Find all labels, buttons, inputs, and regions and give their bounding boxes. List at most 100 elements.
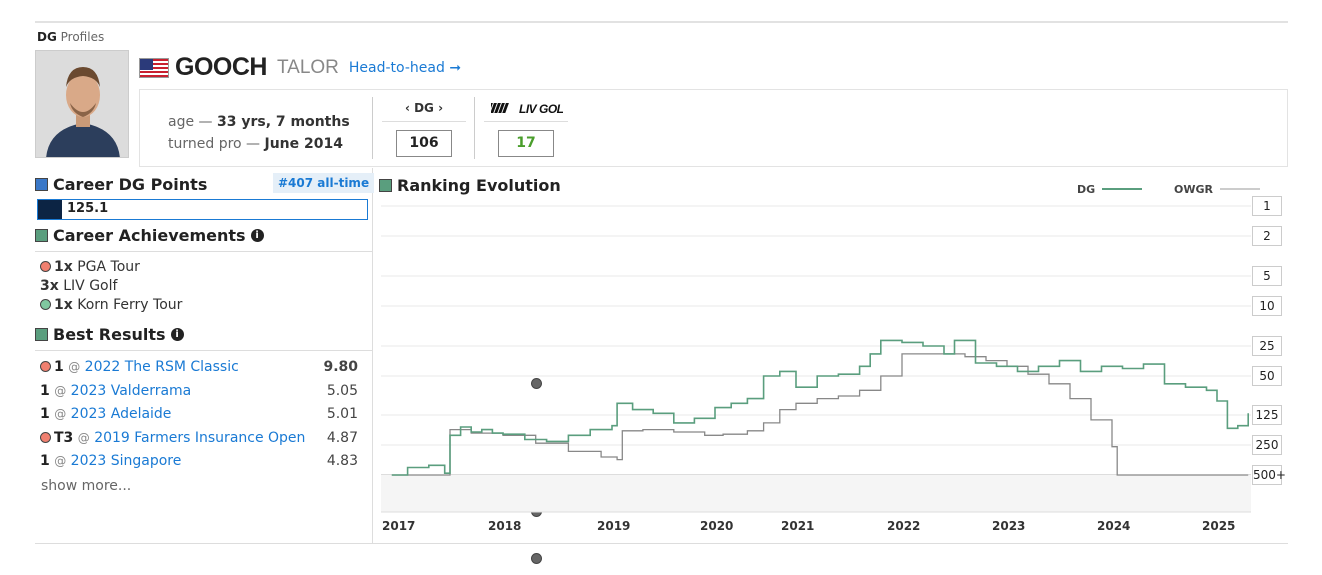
result-row: 1 @ 2023 Valderrama 5.05	[40, 382, 542, 494]
at-symbol: @	[54, 383, 67, 398]
brand-breadcrumb[interactable]: DG Profiles	[37, 30, 104, 44]
all-time-rank-badge[interactable]: #407 all-time	[273, 173, 375, 193]
legend-owgr-line	[1220, 188, 1260, 190]
achievement-item: 3x LIV Golf	[40, 278, 542, 389]
result-event-link[interactable]: 2022 The RSM Classic	[84, 359, 239, 375]
player-first-name: TALOR	[276, 56, 339, 78]
kft-tour-dot-icon	[40, 299, 51, 310]
result-event-link[interactable]: 2019 Farmers Insurance Open	[94, 429, 306, 446]
liv-rank-value: 17	[498, 130, 554, 157]
result-finish: 1	[40, 453, 50, 469]
result-event-link[interactable]: 2023 Valderrama	[70, 382, 192, 399]
liv-tour-dot-icon	[531, 553, 542, 564]
section-divider	[35, 350, 372, 351]
achievements-title-text: Career Achievements	[53, 226, 246, 245]
at-symbol: @	[54, 454, 67, 468]
green-square-icon	[379, 179, 392, 192]
info-divider	[474, 97, 475, 159]
head-to-head-link[interactable]: Head-to-head ➞	[348, 59, 462, 76]
left-panel	[35, 168, 373, 543]
y-tick-label: 10	[1252, 296, 1282, 316]
dg-rank-value: 106	[396, 130, 452, 157]
y-tick-label: 50	[1252, 366, 1282, 386]
x-tick-label: 2025	[1202, 519, 1236, 533]
achievement-item: 1x Korn Ferry Tour	[40, 297, 182, 313]
y-tick-label: 500+	[1252, 465, 1286, 485]
brand-rest: Profiles	[60, 30, 105, 44]
info-divider	[372, 97, 373, 159]
x-tick-label: 2020	[700, 519, 734, 533]
legend-owgr-label: OWGR	[1174, 183, 1213, 196]
achievement-tour: LIV Golf	[63, 278, 118, 294]
y-tick-label: 1	[1252, 196, 1282, 216]
at-symbol: @	[77, 430, 90, 445]
blue-square-icon	[35, 178, 48, 191]
result-event-link[interactable]: 2023 Singapore	[70, 453, 182, 469]
section-divider	[35, 251, 372, 252]
achievement-count: 3x	[40, 278, 59, 294]
at-symbol: @	[54, 407, 67, 421]
result-finish: 1	[40, 382, 50, 399]
career-points-bar-fill	[38, 200, 62, 219]
legend-dg-line	[1102, 188, 1142, 190]
green-square-icon	[35, 229, 48, 242]
career-points-title: Career DG Points	[35, 175, 207, 194]
rank-header-underline	[382, 121, 466, 122]
player-photo	[35, 50, 129, 158]
result-score: 9.80	[323, 359, 358, 375]
pga-tour-dot-icon	[40, 431, 51, 443]
pga-tour-dot-icon	[40, 361, 51, 372]
career-points-value: 125.1	[67, 201, 109, 216]
achievement-tour: PGA Tour	[77, 259, 140, 275]
achievement-count: 1x	[54, 259, 73, 275]
x-tick-label: 2019	[597, 519, 631, 533]
result-finish: T3	[54, 429, 74, 446]
result-row: 1 @ 2022 The RSM Classic 9.80	[40, 359, 358, 375]
ranking-evolution-title: Ranking Evolution	[379, 176, 561, 195]
y-tick-label: 125	[1252, 405, 1282, 425]
age-text: age — 33 yrs, 7 months	[168, 114, 350, 130]
player-name-row: GOOCH TALOR Head-to-head ➞	[139, 53, 461, 82]
best-results-title: Best Results i	[35, 325, 184, 344]
x-tick-label: 2022	[887, 519, 921, 533]
x-tick-label: 2021	[781, 519, 815, 533]
result-row: 1 @ 2023 Singapore 4.83	[40, 453, 542, 564]
y-tick-label: 25	[1252, 336, 1282, 356]
turned-pro-value: June 2014	[264, 136, 343, 152]
info-icon[interactable]: i	[250, 229, 264, 242]
dg-series-line	[391, 339, 1249, 476]
player-info-box	[139, 89, 1288, 167]
owgr-series-line	[391, 353, 1249, 476]
result-row: T3 @ 2019 Farmers Insurance Open 4.87	[40, 430, 358, 446]
career-achievements-title: Career Achievements i	[35, 226, 264, 245]
show-more-link[interactable]: show more...	[41, 478, 132, 494]
turned-pro-label: turned pro —	[168, 136, 265, 152]
turned-pro-text: turned pro — June 2014	[168, 136, 343, 152]
result-score: 4.83	[326, 453, 358, 469]
dg-rank-header[interactable]: ‹ DG ›	[404, 101, 444, 115]
achievement-item: 1x PGA Tour	[40, 259, 140, 275]
result-score: 5.05	[326, 382, 358, 399]
result-finish: 1	[40, 406, 50, 422]
unranked-band	[381, 475, 1251, 512]
result-event-link[interactable]: 2023 Adelaide	[70, 406, 172, 422]
career-points-title-text: Career DG Points	[53, 175, 208, 194]
liv-tour-dot-icon	[531, 378, 542, 389]
brand-strong: DG	[37, 30, 57, 44]
at-symbol: @	[68, 360, 81, 374]
y-tick-label: 5	[1252, 266, 1282, 286]
x-tick-label: 2017	[382, 519, 416, 533]
bottom-divider	[35, 543, 1288, 544]
y-tick-label: 2	[1252, 226, 1282, 246]
x-tick-label: 2023	[992, 519, 1026, 533]
player-last-name: GOOCH	[175, 53, 267, 81]
liv-golf-logo: LIV GOLF	[486, 100, 572, 119]
x-tick-label: 2024	[1097, 519, 1131, 533]
age-label: age —	[168, 114, 217, 130]
result-score: 5.01	[326, 406, 358, 422]
liv-rank-header: LIV GOLF	[519, 102, 563, 116]
green-square-icon	[35, 328, 48, 341]
info-icon[interactable]: i	[170, 328, 184, 341]
achievement-tour: Korn Ferry Tour	[77, 297, 183, 313]
